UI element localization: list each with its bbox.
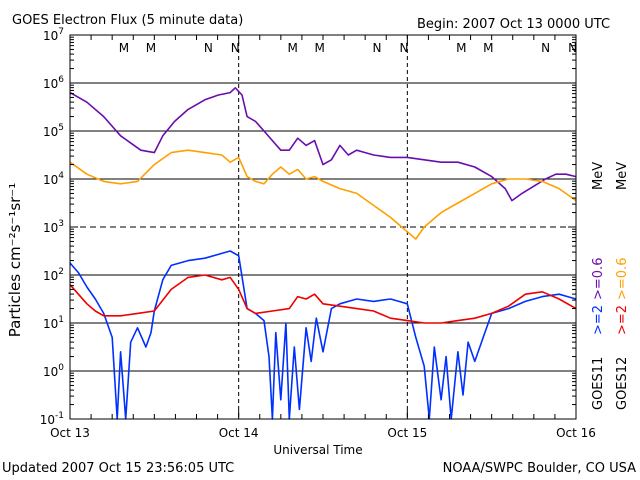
legend-goes12-label: GOES12: [615, 357, 630, 410]
legend-goes12-unit: MeV: [615, 162, 630, 190]
series-line-1: [69, 149, 577, 240]
legend-goes11-label: GOES11: [591, 357, 606, 410]
orbit-marker: M: [119, 41, 129, 55]
updated-time: Updated 2007 Oct 15 23:56:05 UTC: [2, 461, 234, 476]
y-tick-label: 107: [43, 27, 64, 43]
orbit-marker: N: [541, 41, 550, 55]
y-axis-label: Particles cm⁻²s⁻¹sr⁻¹: [6, 183, 24, 337]
grid: [70, 35, 576, 419]
x-tick-label: Oct 14: [219, 426, 259, 440]
orbit-marker: M: [146, 41, 156, 55]
series-line-0: [69, 87, 577, 202]
legend-goes11-unit: MeV: [591, 162, 606, 190]
orbit-marker: M: [483, 41, 493, 55]
y-tick-label: 10-1: [40, 411, 64, 427]
legend-goes12-hi: >=0.6: [615, 258, 630, 300]
y-tick-label: 106: [43, 75, 64, 91]
y-tick-label: 102: [43, 267, 64, 283]
x-axis-label: Universal Time: [273, 443, 362, 457]
legend: GOES11 >=2 >=0.6 MeV GOES12 >=2 >=0.6 Me…: [591, 162, 630, 410]
y-tick-label: 103: [43, 219, 64, 235]
legend-goes12-lo: >=2: [615, 305, 630, 335]
x-tick-label: Oct 13: [50, 426, 90, 440]
orbit-marker: M: [456, 41, 466, 55]
orbit-marker: N: [372, 41, 381, 55]
begin-time: Begin: 2007 Oct 13 0000 UTC: [417, 17, 610, 32]
y-tick-label: 104: [43, 171, 64, 187]
y-axis-ticks: 107 106 105 104 103 102 101 100 10-1: [40, 27, 576, 427]
orbit-marker: N: [231, 41, 240, 55]
y-tick-label: 100: [43, 363, 64, 379]
legend-goes11-lo: >=2: [591, 305, 606, 335]
orbit-marker: N: [399, 41, 408, 55]
series-line-3: [69, 274, 577, 324]
orbit-marker: M: [314, 41, 324, 55]
x-axis-ticks: Oct 13 Oct 14 Oct 15 Oct 16: [50, 35, 596, 440]
orbit-marker: M: [287, 41, 297, 55]
x-tick-label: Oct 15: [387, 426, 427, 440]
orbit-marker: N: [204, 41, 213, 55]
x-tick-label: Oct 16: [556, 426, 596, 440]
series-line-2: [69, 250, 577, 420]
chart-title: GOES Electron Flux (5 minute data): [12, 13, 243, 28]
legend-goes11-hi: >=0.6: [591, 258, 606, 300]
credit: NOAA/SWPC Boulder, CO USA: [443, 461, 636, 476]
orbit-marker: N: [568, 41, 577, 55]
series-group: [69, 87, 577, 420]
y-tick-label: 101: [43, 315, 64, 331]
y-tick-label: 105: [43, 123, 64, 139]
